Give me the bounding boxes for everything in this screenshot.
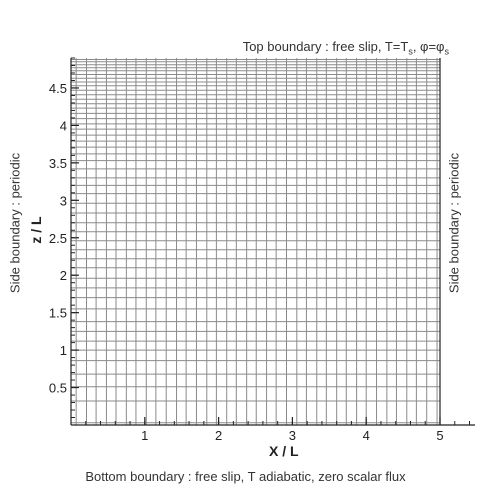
z-tick-label: 2 <box>60 268 67 283</box>
y-axis-ticks: 0.5 1 1.5 2 2.5 3 3.5 4 4.5 <box>49 57 79 419</box>
x-tick-label: 1 <box>141 428 148 443</box>
right-side-boundary-label: Side boundary : periodic <box>446 152 462 294</box>
z-axis-label: z / L <box>28 216 44 244</box>
x-tick-label: 2 <box>215 428 222 443</box>
x-tick-label: 5 <box>436 428 443 443</box>
z-tick-label: 3 <box>60 193 67 208</box>
z-tick-label: 3.5 <box>49 156 67 171</box>
top-boundary-label: Top boundary : free slip, T=Ts, φ=φs <box>242 39 449 57</box>
z-tick-label: 1 <box>60 343 67 358</box>
z-tick-label: 2.5 <box>49 231 67 246</box>
z-tick-label: 4.5 <box>49 81 67 96</box>
z-tick-label: 0.5 <box>49 381 67 396</box>
x-axis-label: X / L <box>269 443 299 459</box>
z-tick-label: 1.5 <box>49 306 67 321</box>
x-axis-ticks: 1 2 3 4 5 <box>85 417 471 443</box>
plot-axes <box>70 58 475 426</box>
mesh-gridlines <box>71 58 440 425</box>
z-tick-label: 4 <box>60 118 67 133</box>
x-tick-label: 4 <box>363 428 370 443</box>
left-side-boundary-label: Side boundary : periodic <box>7 152 23 294</box>
x-tick-label: 3 <box>289 428 296 443</box>
bottom-boundary-label: Bottom boundary : free slip, T adiabatic… <box>85 469 406 484</box>
